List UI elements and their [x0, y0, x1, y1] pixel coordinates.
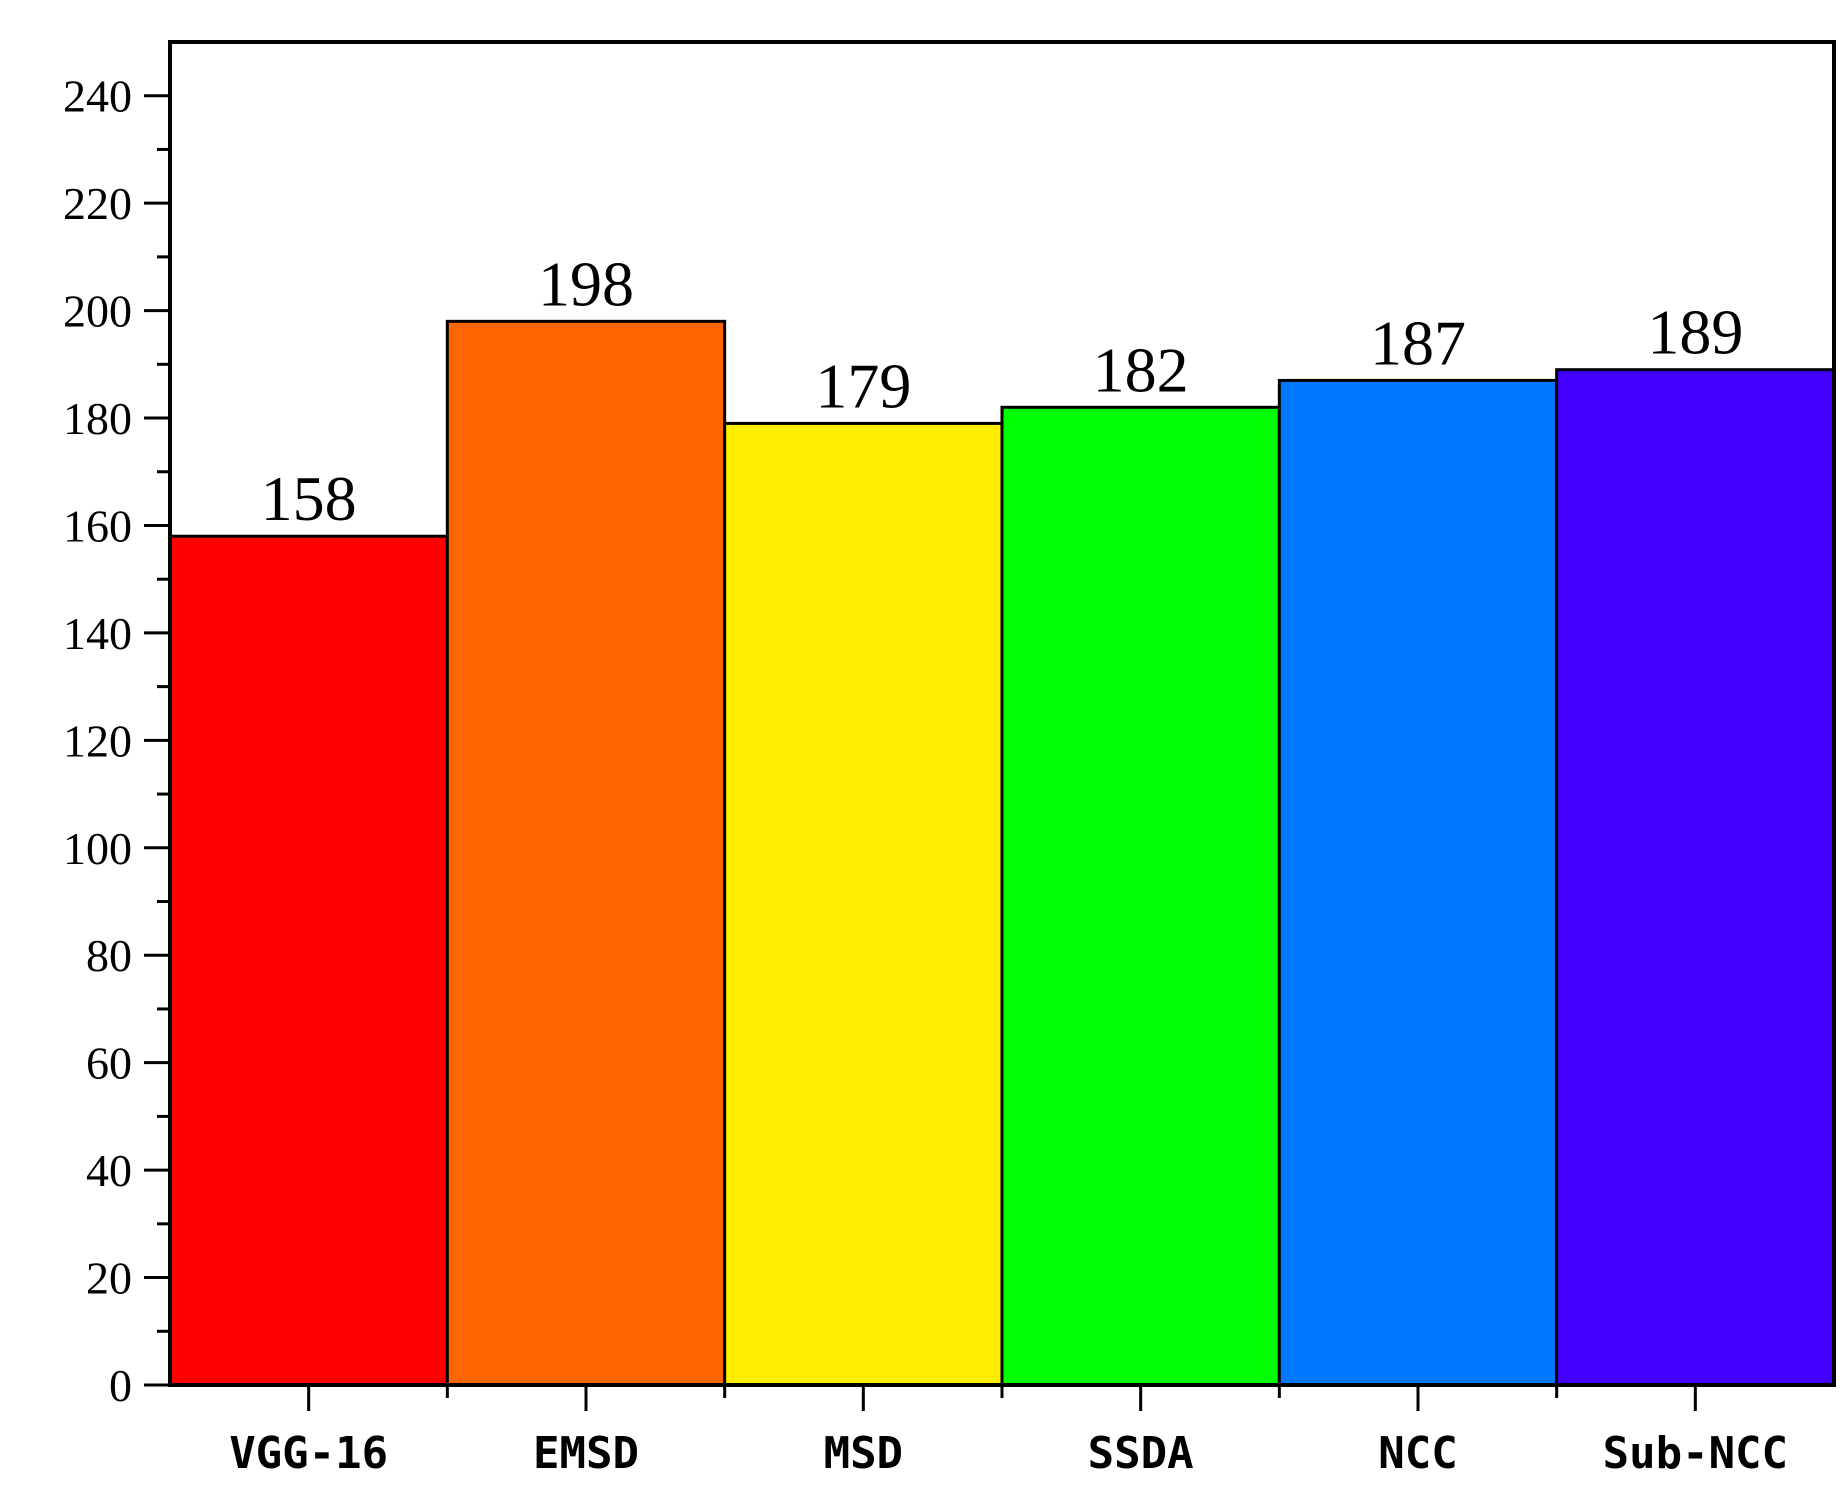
y-tick-label: 240: [63, 71, 132, 122]
bar-ncc: [1277, 378, 1559, 1387]
y-tick-label: 140: [63, 608, 132, 659]
bar-ssda: [1000, 405, 1281, 1387]
y-tick-label: 80: [86, 930, 132, 981]
y-tick-label: 60: [86, 1038, 132, 1089]
bar-sub-ncc: [1555, 368, 1836, 1387]
data-labels-group: 158 198 179 182 187 189: [261, 248, 1744, 534]
y-tick-label: 0: [109, 1360, 132, 1411]
bar-vgg-16: [168, 534, 449, 1387]
x-axis-ticks: VGG-16 EMSD MSD SSDA NCC Sub-NCC: [229, 1385, 1788, 1479]
y-axis-ticks: 0 20 40 60 80 100 120 140 160 180 200 220 240: [63, 71, 170, 1411]
data-label-vgg-16: 158: [261, 463, 357, 534]
y-tick-label: 20: [86, 1253, 132, 1304]
x-tick-label-emsd: EMSD: [533, 1428, 639, 1479]
bar-msd: [723, 421, 1004, 1387]
y-tick-label: 120: [63, 715, 132, 766]
x-tick-label-msd: MSD: [824, 1428, 903, 1479]
y-tick-label: 100: [63, 823, 132, 874]
data-label-msd: 179: [815, 350, 911, 421]
y-tick-label: 220: [63, 178, 132, 229]
bars-group: [168, 319, 1836, 1387]
x-tick-label-vgg-16: VGG-16: [229, 1428, 388, 1479]
y-tick-label: 40: [86, 1145, 132, 1196]
bar-emsd: [445, 319, 727, 1387]
x-tick-label-sub-ncc: Sub-NCC: [1603, 1428, 1788, 1479]
y-tick-label: 160: [63, 500, 132, 551]
data-label-sub-ncc: 189: [1647, 297, 1743, 368]
y-tick-label: 180: [63, 393, 132, 444]
x-tick-label-ssda: SSDA: [1088, 1428, 1194, 1479]
x-tick-label-ncc: NCC: [1378, 1428, 1457, 1479]
data-label-ssda: 182: [1093, 334, 1189, 405]
data-label-ncc: 187: [1370, 307, 1466, 378]
data-label-emsd: 198: [538, 248, 634, 319]
y-tick-label: 200: [63, 286, 132, 337]
